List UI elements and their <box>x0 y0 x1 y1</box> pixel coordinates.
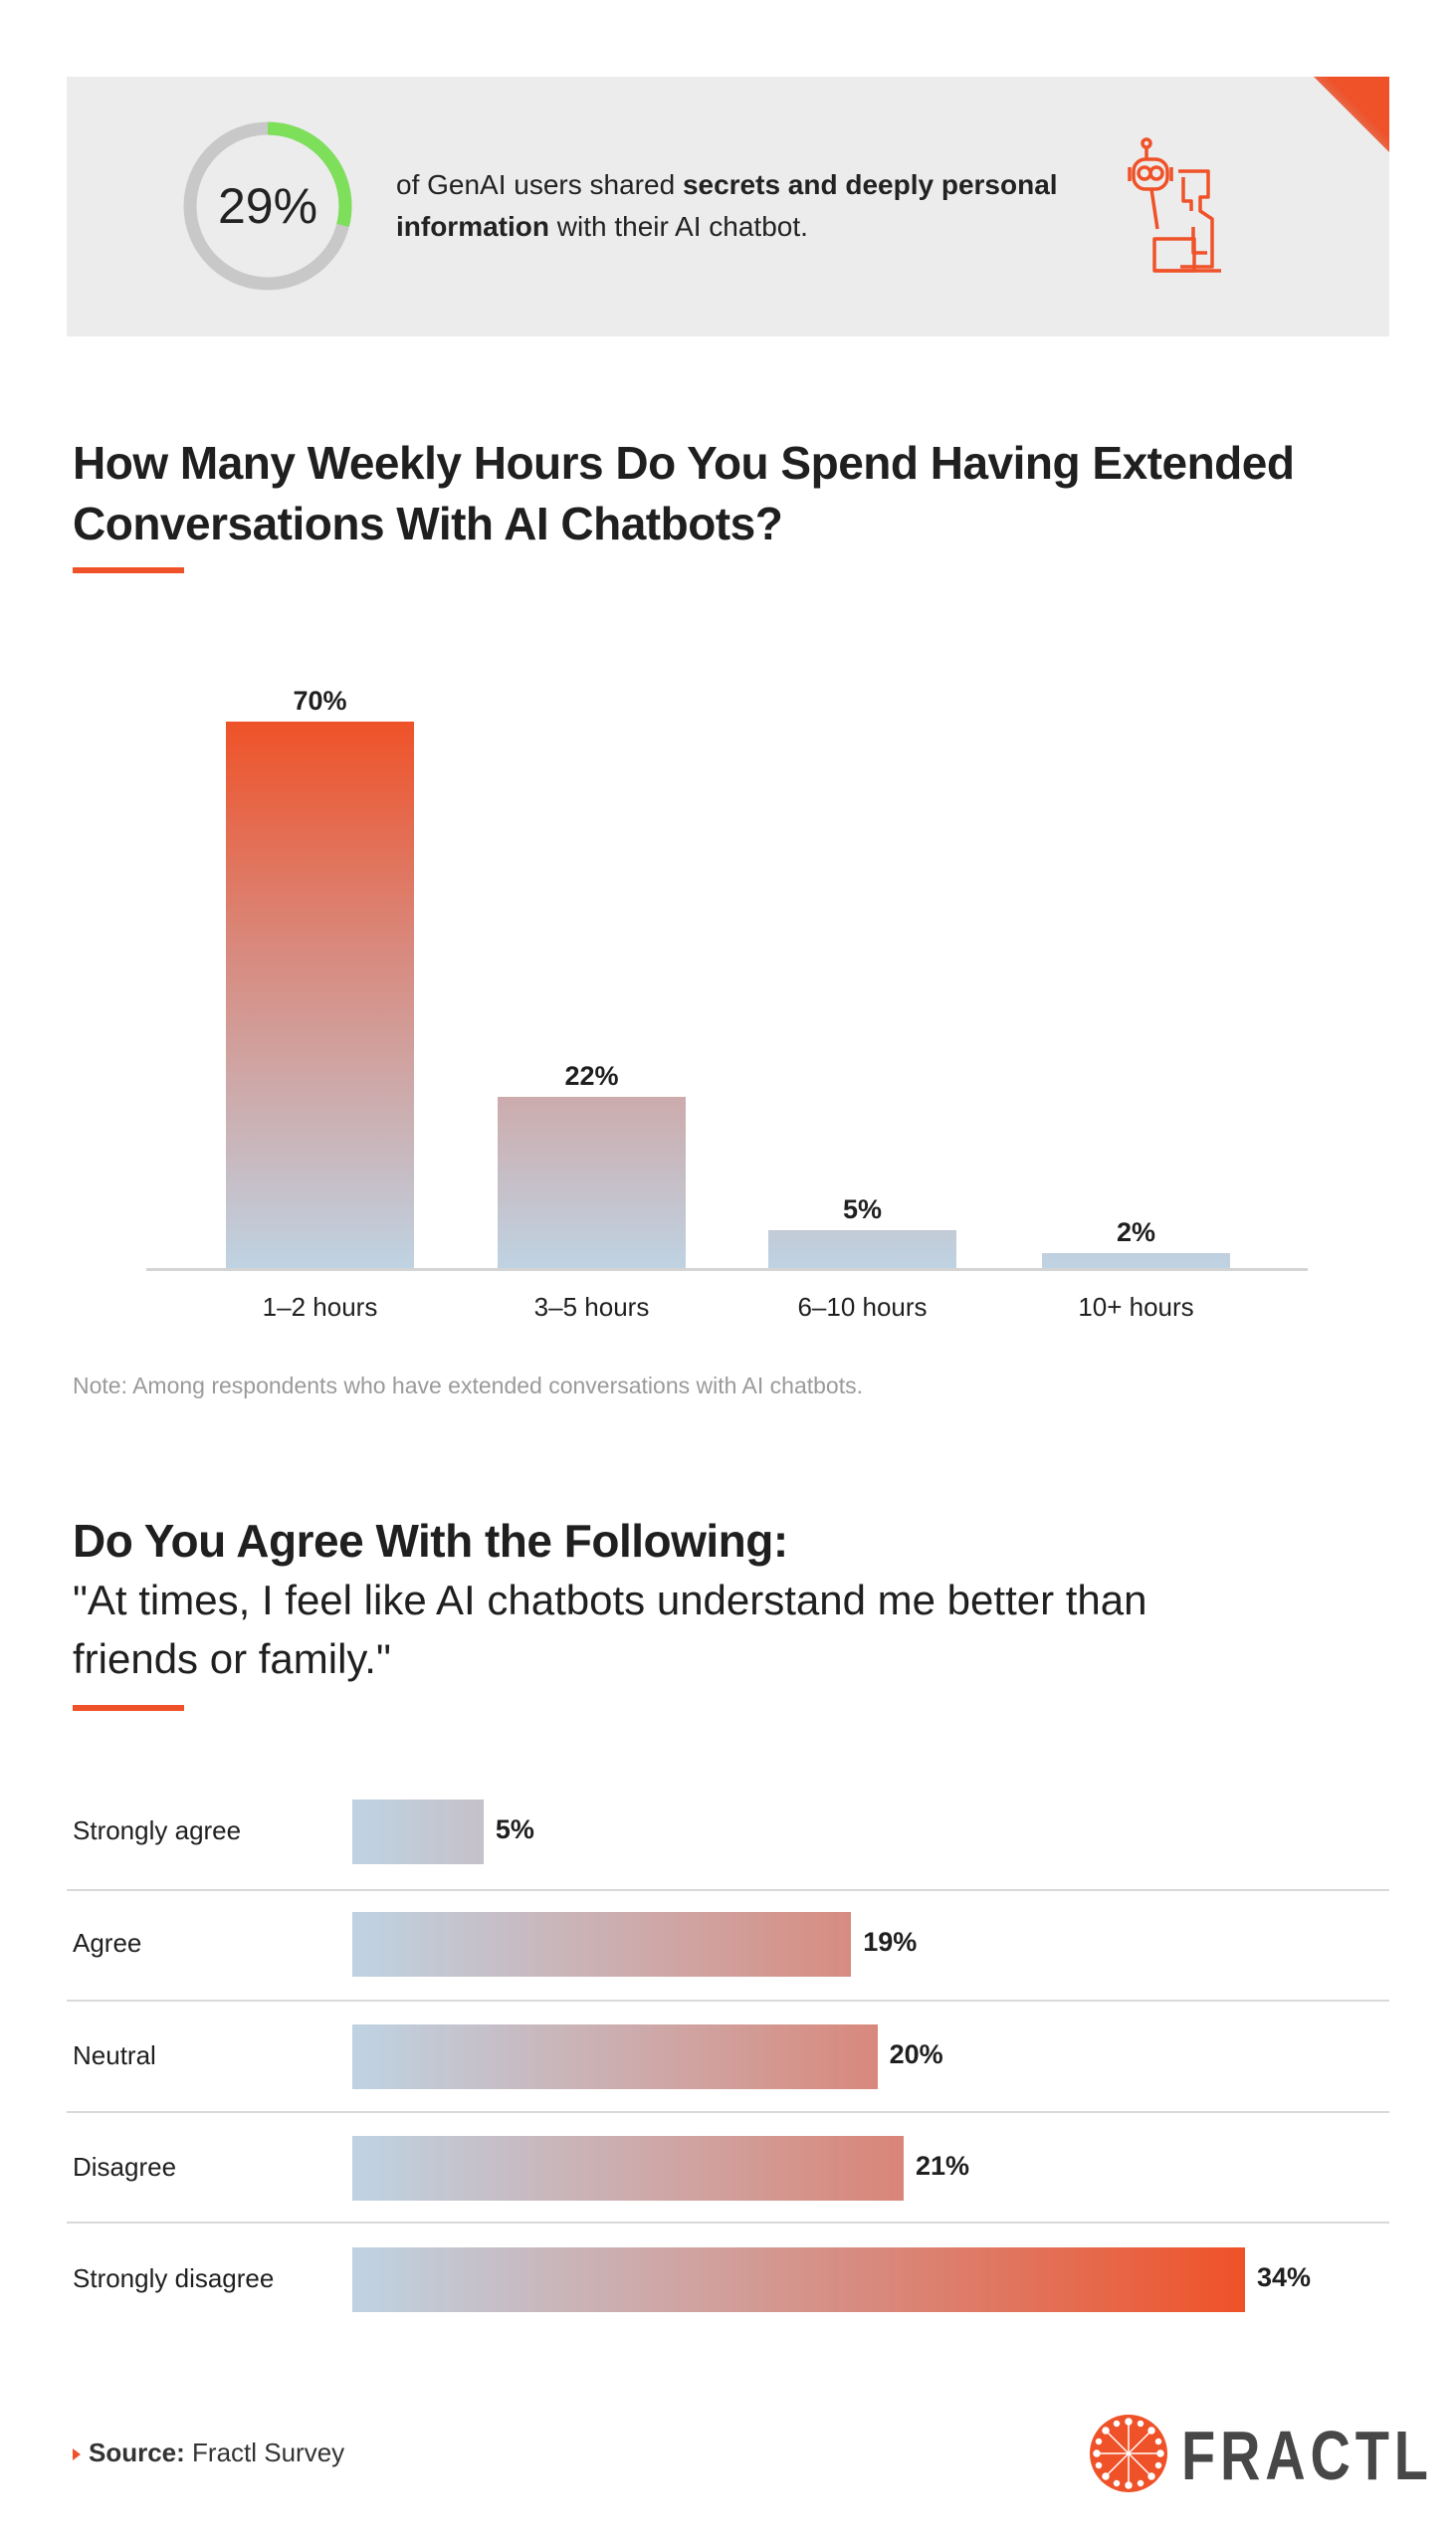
data-label: 2% <box>1116 1217 1156 1248</box>
category-label: Strongly disagree <box>73 2263 275 2293</box>
chart1-title-underline <box>73 567 184 573</box>
bar-4 <box>352 2247 1245 2312</box>
bar-3 <box>1042 1253 1230 1269</box>
percent-ring <box>183 121 352 291</box>
chart1-baseline <box>146 1268 1308 1271</box>
category-label: 6–10 hours <box>797 1292 928 1322</box>
stat-callout: 29% of GenAI users shared secrets and de… <box>67 77 1389 336</box>
data-label: 22% <box>564 1061 619 1092</box>
row-divider <box>67 1889 1389 1891</box>
bar-2 <box>352 2024 878 2089</box>
data-label: 21% <box>916 2151 970 2181</box>
data-label: 34% <box>1257 2262 1312 2292</box>
bar-1 <box>352 1912 852 1977</box>
category-label: Strongly agree <box>73 1815 242 1845</box>
category-label: 1–2 hours <box>262 1292 378 1322</box>
category-label: Agree <box>73 1928 142 1958</box>
source-note: Source: Fractl Survey <box>73 2438 344 2468</box>
stat-text-post: with their AI chatbot. <box>549 211 808 242</box>
row-divider <box>67 2111 1389 2113</box>
data-label: 70% <box>293 686 347 716</box>
row-divider <box>67 2222 1389 2224</box>
chart1-note: Note: Among respondents who have extende… <box>73 1373 863 1398</box>
bar-3 <box>352 2136 905 2201</box>
triangle-bullet-icon <box>73 2448 81 2461</box>
fractl-logo-text: FRACTL <box>1181 2417 1433 2494</box>
category-label: 3–5 hours <box>533 1292 650 1322</box>
stat-description: of GenAI users shared secrets and deeply… <box>396 164 1113 248</box>
data-label: 19% <box>863 1927 918 1957</box>
data-label: 5% <box>842 1193 883 1224</box>
source-label: Source: <box>89 2438 185 2467</box>
stat-text-pre: of GenAI users shared <box>396 169 683 200</box>
data-label: 20% <box>889 2039 943 2069</box>
stat-text-bold: secrets and deeply personal information <box>396 169 1058 242</box>
stat-value: 29% <box>217 178 318 234</box>
category-label: Neutral <box>73 2040 156 2070</box>
fractl-logo-icon <box>1090 2415 1167 2492</box>
bar-2 <box>768 1229 956 1269</box>
category-label: 10+ hours <box>1078 1292 1194 1322</box>
data-label: 5% <box>495 1814 534 1844</box>
category-label: Disagree <box>73 2152 177 2182</box>
ring-progress <box>183 121 352 291</box>
source-value: Fractl Survey <box>184 2438 345 2467</box>
bar-0 <box>352 1800 484 1864</box>
robot-and-person-at-laptop-icon <box>1128 137 1221 273</box>
chart2-title-underline <box>73 1705 184 1711</box>
chart2-title: Do You Agree With the Following: <box>73 1515 788 1567</box>
chart1-title: How Many Weekly Hours Do You Spend Havin… <box>73 437 1295 549</box>
bar-1 <box>498 1097 686 1269</box>
bar-0 <box>226 722 414 1269</box>
row-divider <box>67 2000 1389 2002</box>
chart2-quote: "At times, I feel like AI chatbots under… <box>73 1577 1147 1682</box>
